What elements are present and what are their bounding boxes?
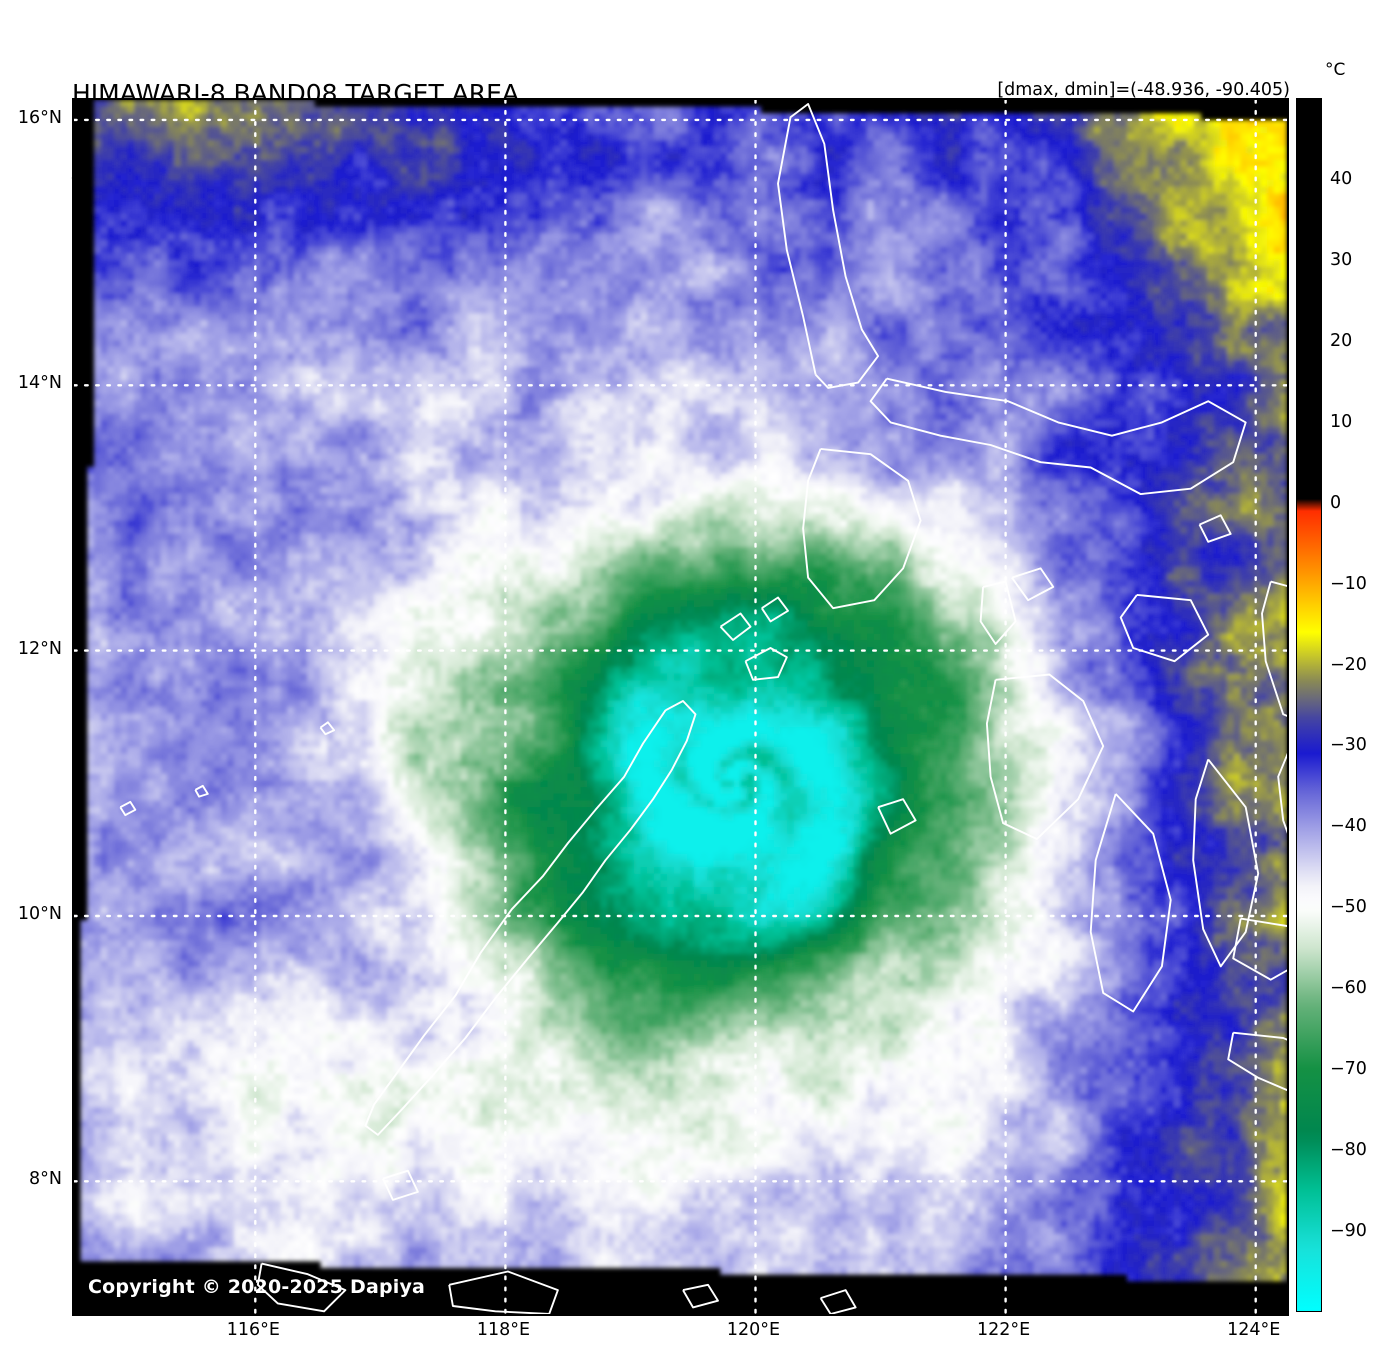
colorbar-tick-12: −80 bbox=[1330, 1140, 1367, 1160]
x-axis-tick-120°E: 120°E bbox=[727, 1320, 780, 1340]
map-gridlines-and-coastlines bbox=[74, 100, 1287, 1314]
coastline-6 bbox=[1192, 758, 1260, 968]
x-axis-tick-122°E: 122°E bbox=[977, 1320, 1030, 1340]
copyright-notice: Copyright © 2020-2025 Dapiya bbox=[88, 1276, 425, 1298]
coastline-19 bbox=[319, 721, 336, 736]
coastline-25 bbox=[1227, 1031, 1287, 1092]
coastline-14 bbox=[761, 596, 789, 623]
colorbar-tick-10: −60 bbox=[1330, 978, 1367, 998]
coastline-9 bbox=[777, 103, 880, 389]
coastline-21 bbox=[256, 1262, 347, 1313]
map-plot-area[interactable]: Copyright © 2020-2025 Dapiya bbox=[72, 98, 1289, 1316]
colorbar-tick-4: 0 bbox=[1330, 493, 1341, 513]
y-axis-tick-10°N: 10°N bbox=[18, 904, 62, 924]
colorbar-tick-7: −30 bbox=[1330, 735, 1367, 755]
coastline-12 bbox=[877, 798, 917, 835]
coastline-2 bbox=[719, 612, 752, 641]
coastline-3 bbox=[802, 447, 922, 610]
coastline-24 bbox=[819, 1289, 857, 1314]
colorbar-tick-1: 30 bbox=[1330, 250, 1352, 270]
coastline-13 bbox=[1011, 567, 1055, 602]
colorbar-tick-3: 10 bbox=[1330, 412, 1352, 432]
coastline-1 bbox=[744, 647, 788, 681]
coastline-10 bbox=[1261, 580, 1287, 717]
colorbar-tick-9: −50 bbox=[1330, 897, 1367, 917]
y-axis-tick-14°N: 14°N bbox=[18, 373, 62, 393]
coastline-22 bbox=[448, 1270, 559, 1314]
satellite-imagery bbox=[80, 100, 1287, 1282]
y-axis-tick-12°N: 12°N bbox=[18, 639, 62, 659]
coastline-23 bbox=[682, 1283, 719, 1309]
colorbar-tick-8: −40 bbox=[1330, 816, 1367, 836]
coastline-11 bbox=[1277, 752, 1287, 834]
y-axis-tick-8°N: 8°N bbox=[29, 1169, 62, 1189]
coastline-7 bbox=[1119, 593, 1210, 663]
coastline-8 bbox=[869, 377, 1247, 496]
map-canvas bbox=[74, 100, 1287, 1314]
coastline-4 bbox=[985, 673, 1105, 840]
colorbar-tick-5: −10 bbox=[1330, 574, 1367, 594]
coastline-0 bbox=[364, 700, 697, 1136]
x-axis-tick-118°E: 118°E bbox=[477, 1320, 530, 1340]
colorbar-tick-11: −70 bbox=[1330, 1059, 1367, 1079]
coastline-5 bbox=[1089, 793, 1172, 1013]
colorbar[interactable] bbox=[1296, 98, 1322, 1312]
coastline-16 bbox=[1232, 917, 1287, 981]
colorbar-tick-2: 20 bbox=[1330, 331, 1352, 351]
coastline-15 bbox=[979, 580, 1017, 645]
colorbar-tick-13: −90 bbox=[1330, 1221, 1367, 1241]
coastline-18 bbox=[194, 784, 209, 798]
y-axis-tick-16°N: 16°N bbox=[18, 108, 62, 128]
coastline-17 bbox=[119, 800, 137, 817]
title-product: HIMAWARI-8 BAND08 TARGET AREA bbox=[72, 78, 519, 109]
colorbar-units-label: °C bbox=[1325, 60, 1345, 80]
colorbar-tick-0: 40 bbox=[1330, 169, 1352, 189]
dminmax-label: [dmax, dmin]=(-48.936, -90.405) bbox=[997, 78, 1290, 102]
coastline-20 bbox=[382, 1169, 419, 1201]
x-axis-tick-124°E: 124°E bbox=[1227, 1320, 1280, 1340]
coastline-27 bbox=[1198, 514, 1232, 543]
x-axis-tick-116°E: 116°E bbox=[227, 1320, 280, 1340]
colorbar-tick-6: −20 bbox=[1330, 655, 1367, 675]
